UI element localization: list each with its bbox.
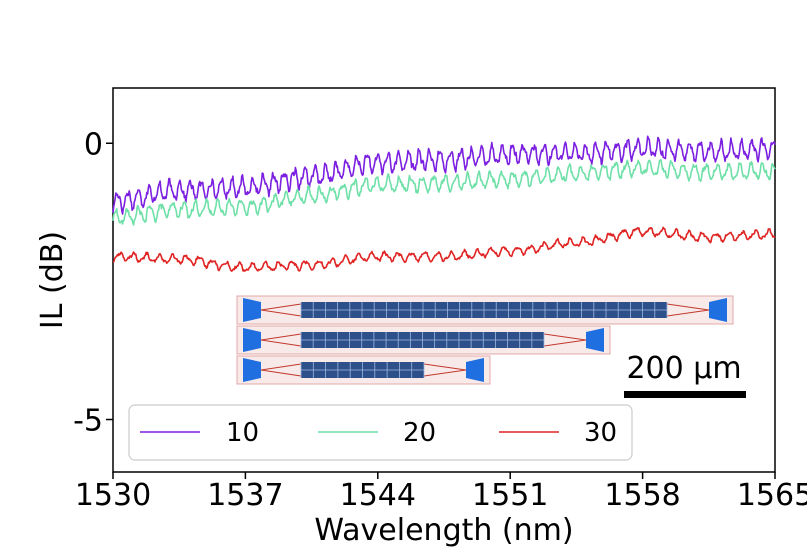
left-coupler — [243, 358, 261, 382]
device-outline — [236, 355, 491, 385]
y-axis-label: IL (dB) — [35, 231, 70, 329]
series-line-10 — [112, 135, 776, 215]
right-taper — [666, 303, 710, 317]
legend-label-10: 10 — [226, 418, 259, 448]
scale-bar: 200 μm — [624, 351, 746, 398]
right-coupler — [466, 358, 484, 382]
legend: 10 20 30 — [128, 404, 633, 461]
plot-frame — [112, 87, 776, 473]
series-layer — [112, 135, 776, 272]
device-layout-inset — [236, 295, 734, 385]
y-axis-ticks: 0 -5 — [73, 127, 113, 439]
left-coupler — [243, 298, 261, 322]
inset-device-10 — [236, 295, 734, 325]
right-taper — [423, 363, 467, 377]
x-axis-ticks: 1530 1537 1544 1551 1558 1565 — [75, 472, 807, 513]
legend-box — [128, 404, 633, 461]
inset-device-20 — [236, 325, 611, 355]
x-tick-label-1537: 1537 — [207, 478, 283, 513]
y-tick-label--5: -5 — [73, 404, 103, 439]
x-tick-label-1530: 1530 — [75, 478, 151, 513]
left-taper — [260, 333, 302, 347]
y-tick-label-0: 0 — [84, 127, 103, 162]
x-axis-label: Wavelength (nm) — [314, 513, 573, 548]
scale-bar-label: 200 μm — [626, 351, 741, 386]
x-tick-label-1544: 1544 — [340, 478, 416, 513]
scale-bar-line — [624, 391, 746, 398]
legend-label-20: 20 — [403, 418, 436, 448]
x-tick-label-1551: 1551 — [472, 478, 548, 513]
left-taper — [260, 303, 302, 317]
right-taper — [543, 333, 587, 347]
series-line-20 — [112, 159, 776, 226]
right-coupler — [586, 328, 604, 352]
x-tick-label-1565: 1565 — [737, 478, 807, 513]
inset-device-30 — [236, 355, 491, 385]
left-taper — [260, 363, 302, 377]
right-coupler — [709, 298, 727, 322]
left-coupler — [243, 328, 261, 352]
x-tick-label-1558: 1558 — [604, 478, 680, 513]
series-line-30 — [112, 226, 776, 272]
legend-label-30: 30 — [584, 418, 617, 448]
